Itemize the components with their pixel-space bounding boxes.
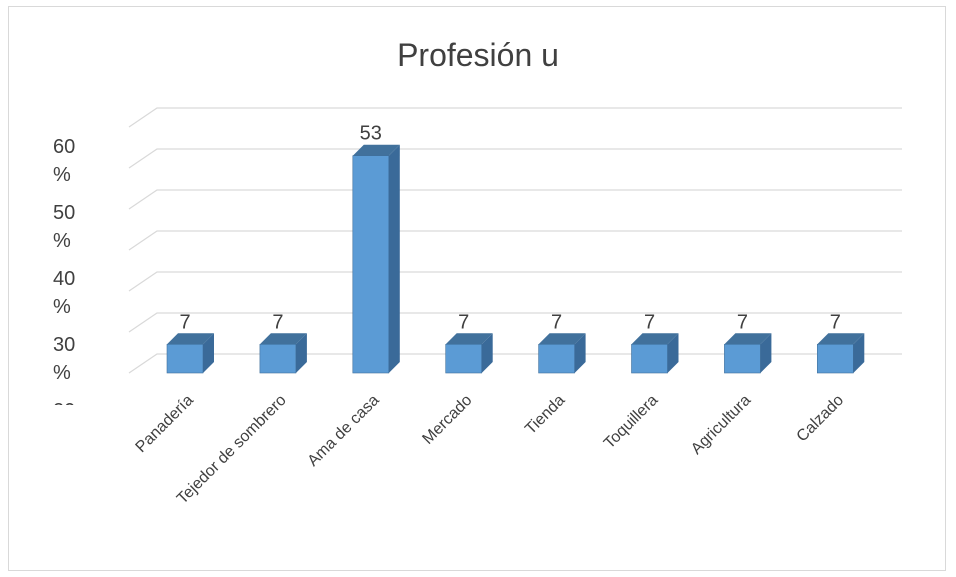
- gridlines: [128, 107, 902, 374]
- bar-side: [667, 333, 679, 373]
- y-tick-unit: %: [53, 362, 71, 384]
- bar: [538, 343, 575, 374]
- y-tick-unit: %: [53, 296, 71, 318]
- x-tick-label: Ama de casa: [305, 392, 383, 470]
- bar-side: [574, 333, 586, 373]
- x-tick-label: Panadería: [133, 392, 197, 456]
- bar-side: [203, 333, 214, 373]
- gridline: [128, 148, 902, 169]
- bar-side: [481, 333, 493, 373]
- bar: [816, 343, 854, 374]
- bar: [352, 155, 390, 374]
- data-label: 7: [458, 311, 469, 333]
- bar: [724, 343, 761, 374]
- data-label: 7: [737, 311, 748, 333]
- bar-top: [259, 333, 307, 345]
- x-tick-label: Calzado: [794, 392, 848, 446]
- y-tick-label: 40: [53, 268, 75, 290]
- x-tick-label: Agricultura: [688, 392, 754, 458]
- bar-top: [631, 333, 679, 345]
- bar: [259, 343, 297, 374]
- bar-side: [760, 333, 772, 373]
- bar-chart: 60% 50% 40% 30% 20% 7 7 53 7 7 7 7 7 PanaderíaTejed…: [53, 107, 902, 508]
- gridline: [128, 312, 902, 333]
- gridline: [128, 271, 902, 292]
- x-tick-label: Toquillera: [601, 392, 662, 453]
- y-tick-unit: %: [53, 428, 71, 450]
- y-tick-label: 60: [53, 136, 75, 158]
- data-label: 7: [830, 311, 841, 333]
- bar: [631, 343, 668, 374]
- data-labels: 7 7 53 7 7 7 7 7: [179, 123, 840, 334]
- y-tick-label: 50: [53, 202, 75, 224]
- bar-top: [817, 333, 865, 345]
- bar-top: [167, 333, 214, 345]
- gridline: [128, 353, 902, 374]
- x-tick-label: Mercado: [419, 392, 475, 448]
- y-tick-unit: %: [53, 164, 71, 186]
- data-label: 7: [179, 311, 190, 333]
- chart-title: Profesión u: [397, 37, 559, 73]
- bar-top: [352, 144, 400, 156]
- bars: [166, 144, 865, 374]
- x-tick-label: Tienda: [522, 392, 568, 438]
- data-label: 7: [644, 311, 655, 333]
- chart-frame: Profesión u 60% 50% 40% 30% 20% 7 7 53 7 7 7 7 7 Pa…: [8, 6, 946, 571]
- bar: [166, 343, 204, 374]
- y-axis-ticks: 60% 50% 40% 30% 20%: [53, 136, 75, 450]
- bar-top: [445, 333, 493, 345]
- bar: [445, 343, 483, 374]
- bar-top: [538, 333, 586, 345]
- bar-side: [388, 144, 400, 373]
- data-label: 53: [360, 123, 382, 145]
- y-tick-label: 20: [53, 400, 75, 422]
- y-tick-unit: %: [53, 230, 71, 252]
- gridline: [128, 230, 902, 251]
- data-label: 7: [551, 311, 562, 333]
- gridline: [128, 189, 902, 210]
- y-tick-label: 30: [53, 334, 75, 356]
- gridline: [128, 107, 902, 128]
- bar-side: [295, 333, 307, 373]
- bar-top: [724, 333, 772, 345]
- data-label: 7: [272, 311, 283, 333]
- bar-side: [853, 333, 865, 373]
